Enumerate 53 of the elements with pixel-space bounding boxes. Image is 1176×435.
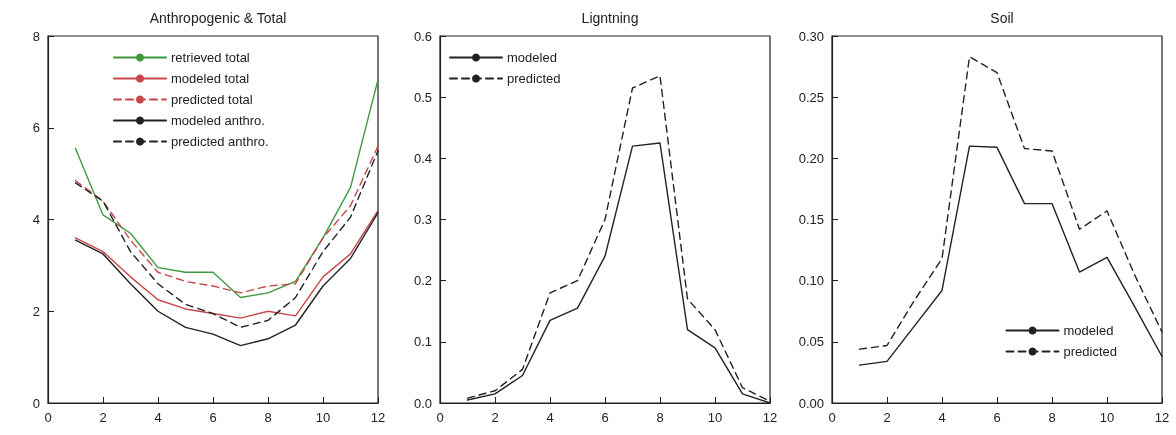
y-tick-label: 2 <box>32 303 40 319</box>
x-tick-label: 8 <box>656 410 664 425</box>
y-tick-label: 4 <box>32 212 40 227</box>
y-tick-label: 0.0 <box>413 395 432 411</box>
y-tick-label: 0.4 <box>413 150 432 166</box>
y-tick-label: 0.5 <box>413 89 432 105</box>
x-tick-label: 12 <box>370 410 386 425</box>
x-tick-label: 2 <box>883 410 891 425</box>
x-tick-label: 10 <box>1099 410 1115 425</box>
y-tick-label: 0.30 <box>798 28 824 44</box>
y-tick-label: 6 <box>32 120 40 136</box>
line-series <box>74 209 379 319</box>
legend-label: predicted <box>1063 344 1118 359</box>
y-tick-label: 0.6 <box>413 28 432 44</box>
x-tick-label: 2 <box>491 410 499 425</box>
chart-title: Soil <box>990 10 1014 26</box>
legend-label: modeled anthro. <box>171 113 265 128</box>
x-tick-label: 10 <box>707 410 723 425</box>
legend-label: retrieved total <box>171 50 250 65</box>
x-tick-label: 0 <box>436 410 444 425</box>
y-tick-label: 0.15 <box>798 212 824 227</box>
x-tick-label: 6 <box>601 410 609 425</box>
legend-label: modeled total <box>171 71 250 86</box>
x-tick-label: 6 <box>993 410 1001 425</box>
chart-title: Anthropogenic & Total <box>149 10 287 26</box>
y-tick-label: 0.2 <box>413 273 432 289</box>
x-tick-label: 6 <box>209 410 217 425</box>
y-tick-label: 8 <box>32 28 40 44</box>
legend-label: modeled <box>1063 323 1114 338</box>
x-tick-label: 8 <box>1048 410 1056 425</box>
y-tick-label: 0.05 <box>798 334 824 350</box>
chart-title: Ligntning <box>581 10 639 26</box>
legend-label: predicted total <box>171 92 253 107</box>
y-tick-label: 0.1 <box>413 334 432 350</box>
x-tick-label: 0 <box>44 410 52 425</box>
legend-label: predicted <box>507 71 561 86</box>
y-tick-label: 0.25 <box>798 89 824 105</box>
y-tick-label: 0.3 <box>413 212 432 227</box>
x-tick-label: 4 <box>938 410 946 425</box>
x-tick-label: 10 <box>315 410 331 425</box>
x-tick-label: 0 <box>828 410 836 425</box>
y-tick-label: 0.10 <box>798 273 824 289</box>
y-tick-label: 0.00 <box>798 395 824 411</box>
x-tick-label: 12 <box>762 410 778 425</box>
x-tick-label: 4 <box>154 410 162 425</box>
y-tick-label: 0 <box>32 395 40 411</box>
x-tick-label: 8 <box>264 410 272 425</box>
legend-label: modeled <box>507 50 557 65</box>
x-tick-label: 4 <box>546 410 554 425</box>
x-tick-label: 12 <box>1154 410 1170 425</box>
legend-label: predicted anthro. <box>171 134 269 149</box>
x-tick-label: 2 <box>99 410 107 425</box>
y-tick-label: 0.20 <box>798 150 824 166</box>
